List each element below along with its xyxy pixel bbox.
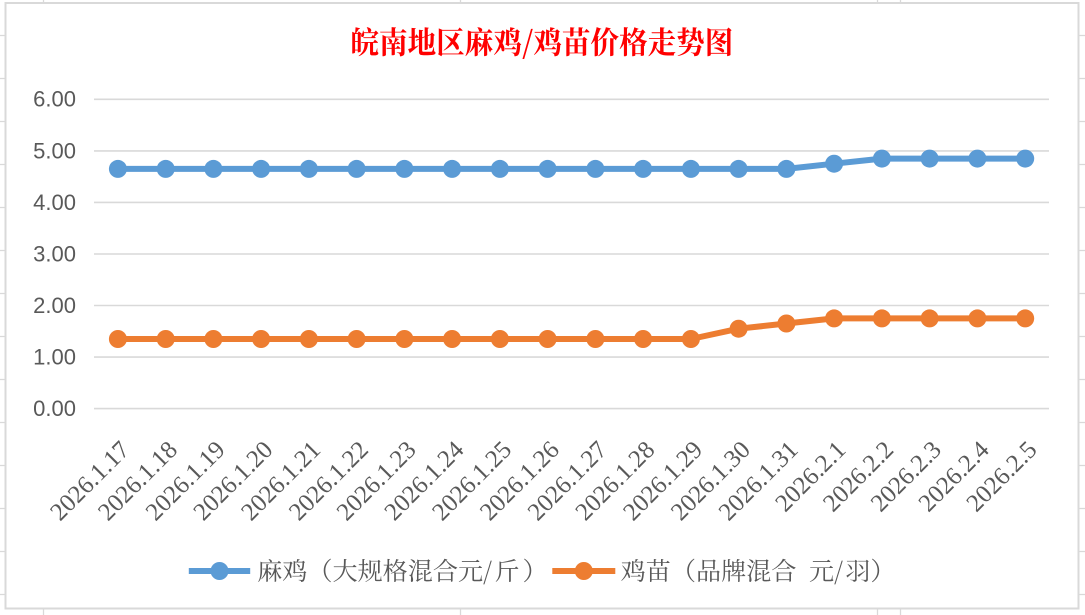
- svg-text:4.00: 4.00: [33, 190, 76, 215]
- svg-text:1.00: 1.00: [33, 344, 76, 369]
- svg-text:2.00: 2.00: [33, 293, 76, 318]
- svg-text:0.00: 0.00: [33, 396, 76, 421]
- svg-text:3.00: 3.00: [33, 241, 76, 266]
- svg-text:6.00: 6.00: [33, 87, 76, 112]
- svg-text:5.00: 5.00: [33, 138, 76, 163]
